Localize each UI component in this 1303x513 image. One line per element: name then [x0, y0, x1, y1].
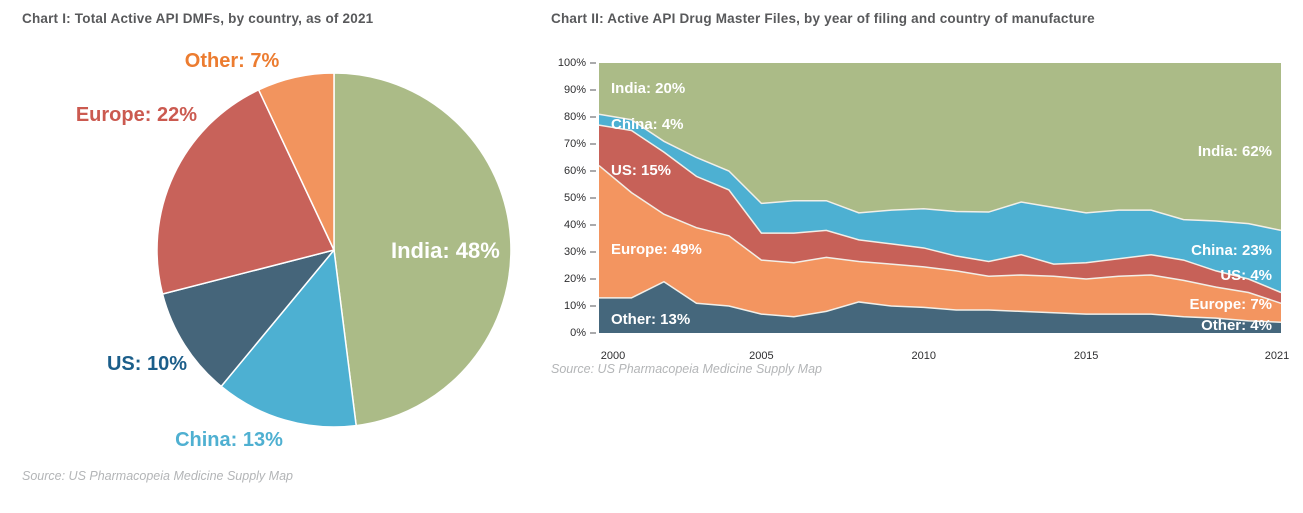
- chart2-title: Chart II: Active API Drug Master Files, …: [551, 11, 1095, 26]
- area-label-us-2000: US: 15%: [611, 162, 672, 179]
- pie-label-india: India: 48%: [391, 238, 500, 263]
- x-axis-label: 2000: [600, 350, 626, 362]
- pie-slice-europe: [156, 89, 335, 295]
- pie-chart: [156, 72, 512, 428]
- chart2-source: Source: US Pharmacopeia Medicine Supply …: [551, 362, 822, 376]
- chart1-title: Chart I: Total Active API DMFs, by count…: [22, 11, 374, 26]
- y-axis-label: 50%: [563, 192, 586, 204]
- y-axis-label: 30%: [563, 246, 586, 258]
- x-axis-label: 2015: [1073, 350, 1099, 362]
- band-separator-line: [598, 124, 1282, 294]
- y-axis-label: 80%: [563, 111, 586, 123]
- area-label-other-2021: Other: 4%: [1201, 317, 1272, 334]
- area-label-china-2000: China: 4%: [611, 116, 684, 133]
- area-label-us-2021: US: 4%: [1220, 267, 1272, 284]
- pie-label-other: Other: 7%: [184, 50, 280, 72]
- y-axis-label: 40%: [563, 219, 586, 231]
- area-label-europe-2000: Europe: 49%: [611, 241, 702, 258]
- area-band-india: [599, 63, 1281, 231]
- y-axis-label: 60%: [563, 165, 586, 177]
- pie-label-europe: Europe: 22%: [75, 104, 197, 126]
- band-separator-line: [598, 165, 1282, 305]
- area-band-other: [599, 281, 1281, 333]
- y-axis-label: 10%: [563, 300, 586, 312]
- x-axis-label: 2021: [1264, 350, 1290, 362]
- x-axis-label: 2005: [749, 350, 774, 362]
- pie-slice-us: [161, 249, 335, 388]
- pie-slice-china: [220, 249, 357, 428]
- area-label-india-2021: India: 62%: [1197, 143, 1272, 160]
- area-band-us: [599, 125, 1281, 304]
- chart1-source: Source: US Pharmacopeia Medicine Supply …: [22, 469, 293, 483]
- area-label-other-2000: Other: 13%: [611, 311, 691, 328]
- y-axis-label: 70%: [563, 138, 586, 150]
- area-label-india-2000: India: 20%: [611, 80, 686, 97]
- x-axis-label: 2010: [911, 350, 936, 362]
- pie-label-china: China: 13%: [175, 429, 283, 451]
- area-label-china-2021: China: 23%: [1191, 242, 1272, 259]
- y-axis-label: 100%: [557, 57, 586, 69]
- pie-slice-other: [257, 72, 335, 251]
- y-axis-label: 0%: [570, 327, 586, 339]
- pie-slice-india: [333, 72, 512, 427]
- area-band-china: [599, 114, 1281, 293]
- band-separator-line: [599, 280, 1282, 323]
- area-label-europe-2021: Europe: 7%: [1189, 296, 1272, 313]
- band-separator-line: [598, 113, 1282, 232]
- y-axis-label: 20%: [563, 273, 586, 285]
- stacked-area-chart: [590, 62, 1282, 334]
- y-axis-label: 90%: [563, 84, 586, 96]
- area-band-europe: [599, 165, 1281, 323]
- pie-label-us: US: 10%: [106, 353, 187, 375]
